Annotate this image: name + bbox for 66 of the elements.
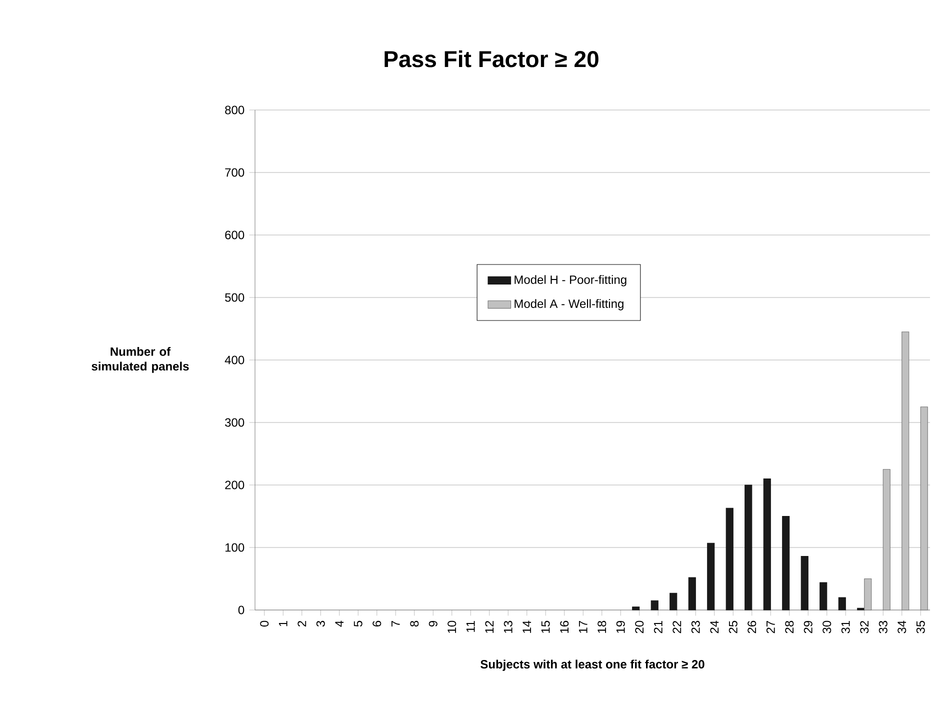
bar <box>902 332 910 610</box>
bar <box>726 508 734 610</box>
x-tick-label: 24 <box>710 620 719 634</box>
x-tick-label: 22 <box>672 621 682 634</box>
x-tick-label: 2 <box>298 620 306 626</box>
x-tick-label: 12 <box>485 621 494 633</box>
x-tick-label: 15 <box>541 620 550 633</box>
y-tick-label: 300 <box>225 418 244 427</box>
bar <box>882 469 890 610</box>
x-tick-label: 0 <box>260 620 269 627</box>
x-tick-label: 30 <box>822 620 832 634</box>
x-axis-title: Subjects with at least one fit factor ≥ 20 <box>480 660 704 671</box>
y-tick-label: 100 <box>226 543 244 552</box>
x-tick-label: 13 <box>504 620 512 633</box>
x-tick-label: 9 <box>428 620 438 626</box>
bar <box>920 406 928 610</box>
x-tick-label: 14 <box>522 620 532 633</box>
bar <box>670 592 678 610</box>
bar <box>632 606 640 610</box>
y-tick-label: 200 <box>225 480 244 490</box>
x-tick-label: 5 <box>354 620 362 627</box>
x-tick-label: 21 <box>654 620 662 634</box>
x-tick-label: 27 <box>766 621 775 634</box>
bar <box>744 484 752 610</box>
x-tick-label: 29 <box>804 620 812 634</box>
bar <box>838 597 846 610</box>
x-tick-label: 18 <box>598 620 606 633</box>
bar <box>763 478 771 610</box>
bar <box>782 516 790 610</box>
chart-title: Pass Fit Factor ≥ 20 <box>384 50 598 68</box>
x-tick-label: 33 <box>878 620 888 634</box>
x-tick-label: 10 <box>448 620 456 633</box>
bar <box>864 578 872 610</box>
y-axis-title: Number of simulated panels <box>92 347 189 373</box>
x-tick-label: 6 <box>372 620 382 626</box>
y-tick-label: 400 <box>224 356 244 364</box>
y-tick-label: 600 <box>225 230 244 240</box>
x-tick-label: 19 <box>616 620 625 633</box>
x-tick-label: 3 <box>316 620 325 627</box>
bar <box>820 582 828 610</box>
y-tick-label: 500 <box>225 293 244 302</box>
y-tick-label: 800 <box>225 106 244 114</box>
x-tick-label: 7 <box>391 620 400 626</box>
x-tick-label: 11 <box>466 620 475 632</box>
bar <box>707 542 715 610</box>
x-tick-label: 34 <box>898 620 906 634</box>
x-tick-label: 20 <box>635 620 644 634</box>
x-tick-label: 8 <box>410 620 419 627</box>
x-tick-label: 1 <box>278 620 288 626</box>
y-tick-label: 0 <box>238 606 244 614</box>
x-tick-label: 32 <box>860 621 869 634</box>
x-tick-label: 4 <box>335 620 344 627</box>
x-tick-label: 16 <box>560 620 569 633</box>
x-tick-label: 17 <box>578 621 588 633</box>
bar <box>650 600 658 610</box>
x-tick-label: 25 <box>728 620 738 634</box>
x-tick-label: 23 <box>691 620 700 634</box>
x-tick-label: 35 <box>916 620 925 634</box>
bar <box>688 577 696 610</box>
bar <box>800 556 808 610</box>
x-tick-label: 28 <box>785 620 794 634</box>
x-tick-label: 26 <box>748 620 756 634</box>
legend-label: Model A - Well-fitting <box>514 299 624 310</box>
x-tick-label: 31 <box>841 620 850 634</box>
legend-label: Model H - Poor-fitting <box>514 275 626 286</box>
y-tick-label: 700 <box>225 168 244 177</box>
